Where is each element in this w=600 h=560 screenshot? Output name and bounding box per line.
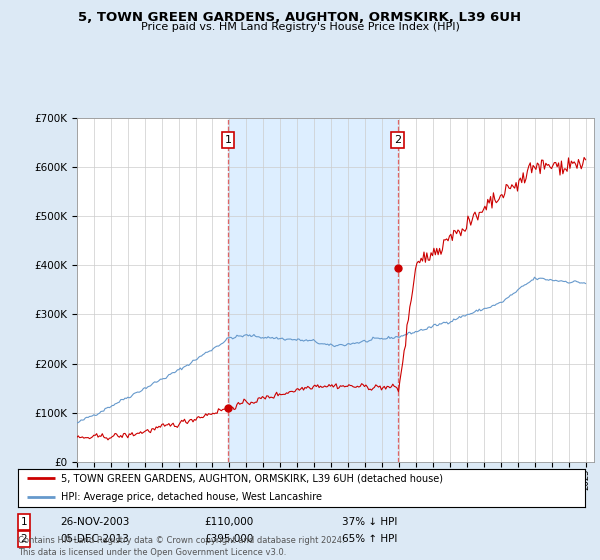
Text: 5, TOWN GREEN GARDENS, AUGHTON, ORMSKIRK, L39 6UH: 5, TOWN GREEN GARDENS, AUGHTON, ORMSKIRK… [79,11,521,24]
Text: £110,000: £110,000 [204,517,253,527]
Text: 1: 1 [20,517,28,527]
Text: 1: 1 [224,135,232,145]
Text: 2: 2 [20,534,28,544]
Text: HPI: Average price, detached house, West Lancashire: HPI: Average price, detached house, West… [61,492,322,502]
Text: Contains HM Land Registry data © Crown copyright and database right 2024.
This d: Contains HM Land Registry data © Crown c… [18,536,344,557]
Text: Price paid vs. HM Land Registry's House Price Index (HPI): Price paid vs. HM Land Registry's House … [140,22,460,32]
Bar [228,118,398,462]
Text: 5, TOWN GREEN GARDENS, AUGHTON, ORMSKIRK, L39 6UH (detached house): 5, TOWN GREEN GARDENS, AUGHTON, ORMSKIRK… [61,473,443,483]
Text: 37% ↓ HPI: 37% ↓ HPI [342,517,397,527]
Text: 26-NOV-2003: 26-NOV-2003 [60,517,130,527]
Text: 05-DEC-2013: 05-DEC-2013 [60,534,129,544]
Text: 65% ↑ HPI: 65% ↑ HPI [342,534,397,544]
Text: £395,000: £395,000 [204,534,253,544]
Text: 2: 2 [394,135,401,145]
